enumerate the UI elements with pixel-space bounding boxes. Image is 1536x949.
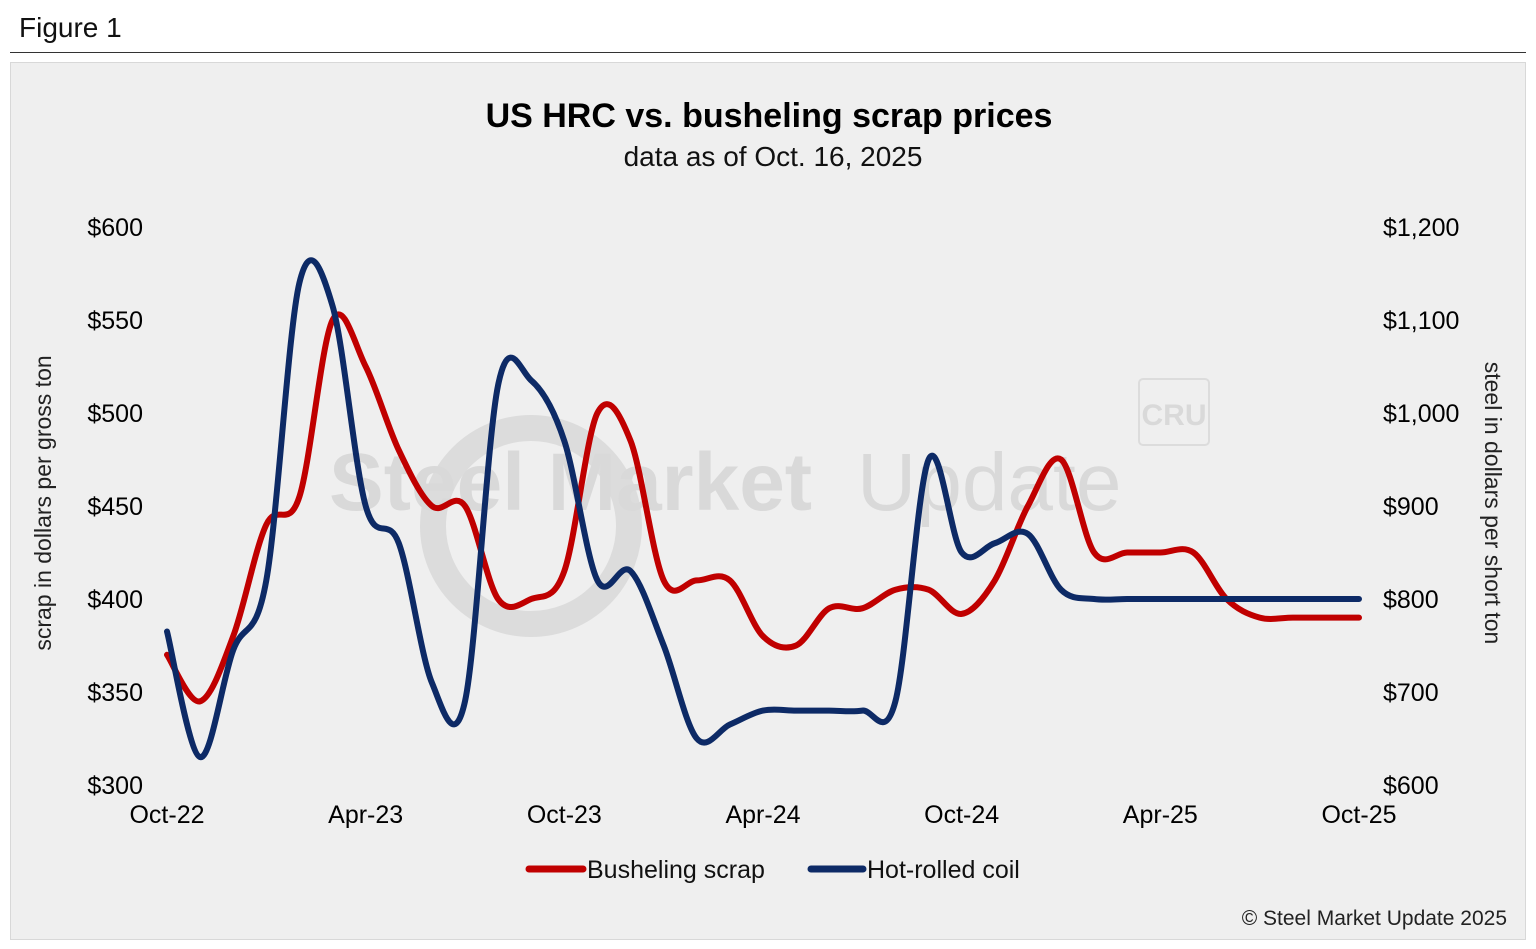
- legend-label-scrap: Busheling scrap: [587, 856, 765, 884]
- chart-title: US HRC vs. busheling scrap prices: [486, 97, 1053, 135]
- x-tick-label: Apr-23: [328, 801, 403, 829]
- watermark-badge-text: CRU: [1142, 399, 1207, 432]
- y-left-tick-label: $500: [87, 400, 143, 428]
- y-right-tick-label: $600: [1383, 772, 1439, 800]
- x-tick-label: Oct-24: [924, 801, 999, 829]
- legend-label-hrc: Hot-rolled coil: [867, 856, 1020, 884]
- watermark-ring-icon: [420, 415, 642, 637]
- watermark-badge: [1138, 378, 1210, 446]
- y-right-tick-label: $1,200: [1383, 214, 1459, 242]
- series-line-hot-rolled-coil: [164, 257, 1362, 761]
- y-right-tick-label: $1,000: [1383, 400, 1459, 428]
- x-tick-label: Apr-25: [1123, 801, 1198, 829]
- chart-subtitle: data as of Oct. 16, 2025: [624, 141, 923, 172]
- x-tick-label: Oct-23: [527, 801, 602, 829]
- x-axis: Oct-22 Apr-23 Oct-23 Apr-24 Oct-24 Apr-25 Oct-…: [129, 801, 1396, 829]
- legend: Busheling scrap Hot-rolled coil: [525, 856, 1020, 884]
- y-right-tick-label: $700: [1383, 679, 1439, 707]
- line-chart: Steel Market Update CRU US HRC vs. bushe…: [30, 97, 1507, 930]
- y-left-tick-label: $600: [87, 214, 143, 242]
- y-left-tick-label: $350: [87, 679, 143, 707]
- y-axis-right-title: steel in dollars per short ton: [1480, 362, 1506, 645]
- chart-panel: Steel Market Update CRU US HRC vs. bushe…: [10, 62, 1526, 940]
- x-tick-label: Oct-22: [129, 801, 204, 829]
- series-lines: [164, 257, 1362, 761]
- x-tick-label: Apr-24: [725, 801, 800, 829]
- y-right-tick-label: $1,100: [1383, 307, 1459, 335]
- y-left-tick-label: $450: [87, 493, 143, 521]
- series-line-busheling-scrap: [164, 311, 1362, 705]
- figure-label: Figure 1: [19, 12, 122, 43]
- figure-header: Figure 1: [10, 0, 1526, 53]
- y-right-tick-label: $800: [1383, 586, 1439, 614]
- y-left-tick-label: $550: [87, 307, 143, 335]
- y-axis-right: $600 $700 $800 $900 $1,000 $1,100 $1,200: [1383, 214, 1459, 800]
- copyright-text: © Steel Market Update 2025: [1242, 907, 1507, 930]
- x-tick-label: Oct-25: [1321, 801, 1396, 829]
- y-axis-left-title: scrap in dollars per gross ton: [30, 355, 56, 650]
- y-left-tick-label: $300: [87, 772, 143, 800]
- y-right-tick-label: $900: [1383, 493, 1439, 521]
- y-left-tick-label: $400: [87, 586, 143, 614]
- y-axis-left: $300 $350 $400 $450 $500 $550 $600: [87, 214, 143, 800]
